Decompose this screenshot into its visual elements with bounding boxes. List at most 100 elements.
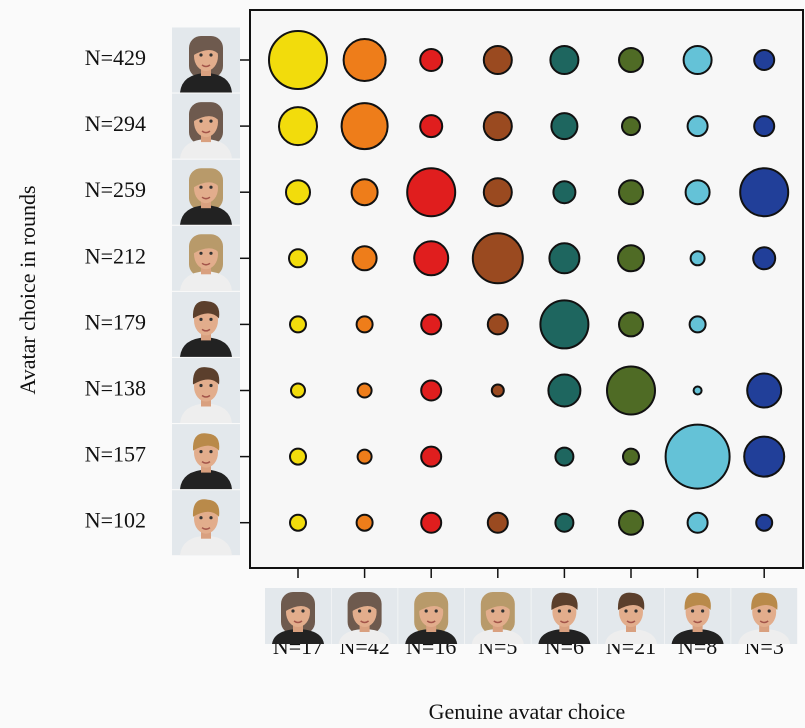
bubble bbox=[420, 115, 442, 137]
bubble bbox=[619, 48, 643, 72]
bubble bbox=[357, 515, 373, 531]
bubble bbox=[686, 180, 710, 204]
avatar bbox=[172, 358, 240, 423]
bubble bbox=[549, 243, 579, 273]
avatar-eye bbox=[758, 609, 761, 612]
bubble bbox=[342, 103, 388, 149]
avatar-eye bbox=[558, 609, 561, 612]
avatar-eye bbox=[701, 609, 704, 612]
avatar bbox=[665, 588, 731, 644]
avatar-eye bbox=[209, 450, 212, 453]
bubble bbox=[754, 116, 774, 136]
y-tick-label: N=294 bbox=[85, 111, 146, 136]
avatar-eye bbox=[209, 318, 212, 321]
avatar bbox=[172, 28, 240, 93]
bubble bbox=[555, 448, 573, 466]
bubble bbox=[484, 178, 512, 206]
avatar-eye bbox=[691, 609, 694, 612]
bubble bbox=[623, 449, 639, 465]
bubble bbox=[756, 515, 772, 531]
avatar bbox=[172, 160, 240, 225]
bubble bbox=[286, 180, 310, 204]
avatar-eye bbox=[199, 384, 202, 387]
avatar-eye bbox=[209, 53, 212, 56]
avatar-eye bbox=[199, 120, 202, 123]
bubble bbox=[421, 381, 441, 401]
avatar bbox=[172, 490, 240, 555]
bubble bbox=[753, 247, 775, 269]
avatar-eye bbox=[358, 609, 361, 612]
avatar-eye bbox=[491, 609, 494, 612]
avatar-eye bbox=[209, 516, 212, 519]
y-tick-label: N=179 bbox=[85, 309, 146, 334]
avatar bbox=[332, 588, 398, 644]
avatar-eye bbox=[199, 516, 202, 519]
avatar-eye bbox=[435, 609, 438, 612]
avatar-eye bbox=[199, 186, 202, 189]
x-axis-label: Genuine avatar choice bbox=[429, 699, 626, 724]
bubble bbox=[488, 513, 508, 533]
bubble bbox=[622, 117, 640, 135]
y-tick-label: N=157 bbox=[85, 442, 146, 467]
bubble bbox=[747, 374, 781, 408]
bubble bbox=[551, 113, 577, 139]
avatar-eye bbox=[199, 450, 202, 453]
bubble bbox=[358, 450, 372, 464]
bubble bbox=[484, 112, 512, 140]
y-tick-label: N=212 bbox=[85, 243, 146, 268]
avatar-eye bbox=[425, 609, 428, 612]
bubble bbox=[688, 116, 708, 136]
bubble bbox=[555, 514, 573, 532]
y-tick-label: N=259 bbox=[85, 177, 146, 202]
avatar-eye bbox=[291, 609, 294, 612]
bubble bbox=[607, 367, 655, 415]
bubble bbox=[352, 179, 378, 205]
bubble bbox=[619, 511, 643, 535]
bubble bbox=[407, 168, 455, 216]
bubble bbox=[666, 425, 730, 489]
avatar-eye bbox=[209, 384, 212, 387]
bubble bbox=[358, 384, 372, 398]
avatar-eye bbox=[624, 609, 627, 612]
avatar bbox=[172, 292, 240, 357]
avatar-eye bbox=[199, 53, 202, 56]
avatar bbox=[172, 94, 240, 159]
bubble bbox=[344, 39, 386, 81]
bubble bbox=[269, 31, 327, 89]
avatar bbox=[598, 588, 664, 644]
bubble bbox=[484, 46, 512, 74]
bubble bbox=[488, 314, 508, 334]
bubble bbox=[290, 316, 306, 332]
bubble bbox=[420, 49, 442, 71]
bubble bbox=[740, 168, 788, 216]
bubble bbox=[553, 181, 575, 203]
avatar bbox=[731, 588, 797, 644]
bubble bbox=[691, 251, 705, 265]
y-axis-label: Avatar choice in rounds bbox=[15, 185, 40, 394]
bubble bbox=[353, 246, 377, 270]
avatar-eye bbox=[301, 609, 304, 612]
avatar-eye bbox=[209, 120, 212, 123]
bubble bbox=[688, 513, 708, 533]
avatar-eye bbox=[368, 609, 371, 612]
bubble bbox=[492, 385, 504, 397]
avatar-eye bbox=[768, 609, 771, 612]
bubble bbox=[421, 447, 441, 467]
bubble bbox=[744, 437, 784, 477]
avatar bbox=[465, 588, 531, 644]
bubble bbox=[690, 316, 706, 332]
avatar bbox=[265, 588, 331, 644]
bubble bbox=[357, 316, 373, 332]
avatar-eye bbox=[634, 609, 637, 612]
bubble bbox=[548, 375, 580, 407]
bubble bbox=[421, 314, 441, 334]
bubble bbox=[619, 312, 643, 336]
bubble bbox=[289, 249, 307, 267]
bubble bbox=[473, 233, 523, 283]
bubble bbox=[291, 384, 305, 398]
avatar-eye bbox=[568, 609, 571, 612]
bubble bbox=[540, 300, 588, 348]
y-tick-label: N=138 bbox=[85, 376, 146, 401]
avatar bbox=[172, 424, 240, 489]
y-tick-label: N=429 bbox=[85, 45, 146, 70]
